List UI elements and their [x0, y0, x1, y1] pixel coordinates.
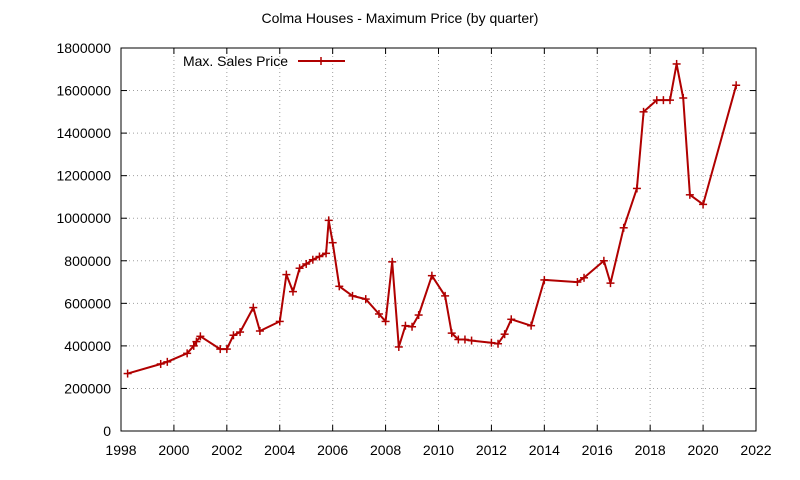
data-point	[460, 335, 469, 344]
data-point	[447, 329, 456, 338]
x-tick-label: 2010	[423, 442, 454, 458]
y-tick-label: 1600000	[56, 83, 111, 99]
data-point	[324, 216, 333, 225]
data-point	[388, 257, 397, 266]
data-point	[401, 321, 410, 330]
data-point	[467, 336, 476, 345]
data-point	[394, 342, 403, 351]
data-point	[487, 338, 496, 347]
x-tick-label: 2020	[688, 442, 719, 458]
data-point	[632, 184, 641, 193]
x-tick-label: 2014	[529, 442, 560, 458]
data-point	[222, 345, 231, 354]
data-point	[408, 322, 417, 331]
y-tick-label: 400000	[64, 338, 111, 354]
grid	[121, 48, 756, 431]
data-point	[288, 287, 297, 296]
data-point	[328, 238, 337, 247]
x-tick-label: 2016	[582, 442, 613, 458]
data-point	[229, 331, 238, 340]
plot-border	[120, 47, 757, 432]
axes: 1998 2000 2002 2004 2006 2008 2010 2012 2014 2016…	[56, 40, 771, 458]
data-point	[255, 326, 264, 335]
data-point	[540, 275, 549, 284]
data-point	[414, 311, 423, 320]
y-tick-label: 1200000	[56, 168, 111, 184]
data-point	[639, 107, 648, 116]
data-point	[196, 332, 205, 341]
data-point	[441, 291, 450, 300]
data-point	[249, 303, 258, 312]
data-point	[123, 369, 132, 378]
data-point	[192, 337, 201, 346]
y-tick-label: 200000	[64, 380, 111, 396]
y-tick-label: 600000	[64, 295, 111, 311]
data-point	[275, 317, 284, 326]
x-tick-label: 2002	[211, 442, 242, 458]
x-tick-label: 2018	[635, 442, 666, 458]
x-tick-label: 2022	[740, 442, 771, 458]
data-point	[302, 259, 311, 268]
data-point	[606, 279, 615, 288]
data-point	[732, 81, 741, 90]
data-point	[666, 96, 675, 105]
data-point	[335, 282, 344, 291]
data-point	[573, 278, 582, 287]
data-point	[348, 291, 357, 300]
y-tick-label: 1400000	[56, 125, 111, 141]
y-tick-label: 800000	[64, 253, 111, 269]
data-point	[189, 341, 198, 350]
data-point	[374, 309, 383, 318]
series-line	[127, 63, 738, 375]
x-tick-label: 1998	[105, 442, 136, 458]
data-point	[236, 328, 245, 337]
x-tick-label: 2012	[476, 442, 507, 458]
data-point	[308, 255, 317, 264]
data-point	[494, 339, 503, 348]
x-tick-label: 2000	[158, 442, 189, 458]
y-tick-label: 0	[103, 423, 111, 439]
data-point	[500, 330, 509, 339]
data-point	[672, 59, 681, 68]
x-tick-label: 2008	[370, 442, 401, 458]
data-point	[295, 264, 304, 273]
data-point	[685, 190, 694, 199]
legend-marker	[317, 57, 325, 65]
chart-title: Colma Houses - Maximum Price (by quarter…	[262, 10, 539, 26]
data-point	[361, 295, 370, 304]
x-tick-label: 2006	[317, 442, 348, 458]
y-tick-label: 1000000	[56, 210, 111, 226]
y-tick-label: 1800000	[56, 40, 111, 56]
data-point	[381, 317, 390, 326]
data-point	[507, 315, 516, 324]
data-point	[183, 349, 192, 358]
legend: Max. Sales Price	[183, 53, 345, 69]
data-point	[282, 270, 291, 279]
data-point	[599, 256, 608, 265]
data-point	[315, 252, 324, 261]
data-point	[156, 359, 165, 368]
series-max-sales-price	[123, 59, 741, 378]
legend-label: Max. Sales Price	[183, 53, 288, 69]
x-tick-label: 2004	[264, 442, 295, 458]
data-point	[699, 200, 708, 209]
data-point	[679, 94, 688, 103]
data-point	[322, 249, 331, 258]
data-point	[619, 223, 628, 232]
data-point	[427, 271, 436, 280]
data-point	[527, 321, 536, 330]
data-point	[580, 273, 589, 282]
data-point	[163, 357, 172, 366]
